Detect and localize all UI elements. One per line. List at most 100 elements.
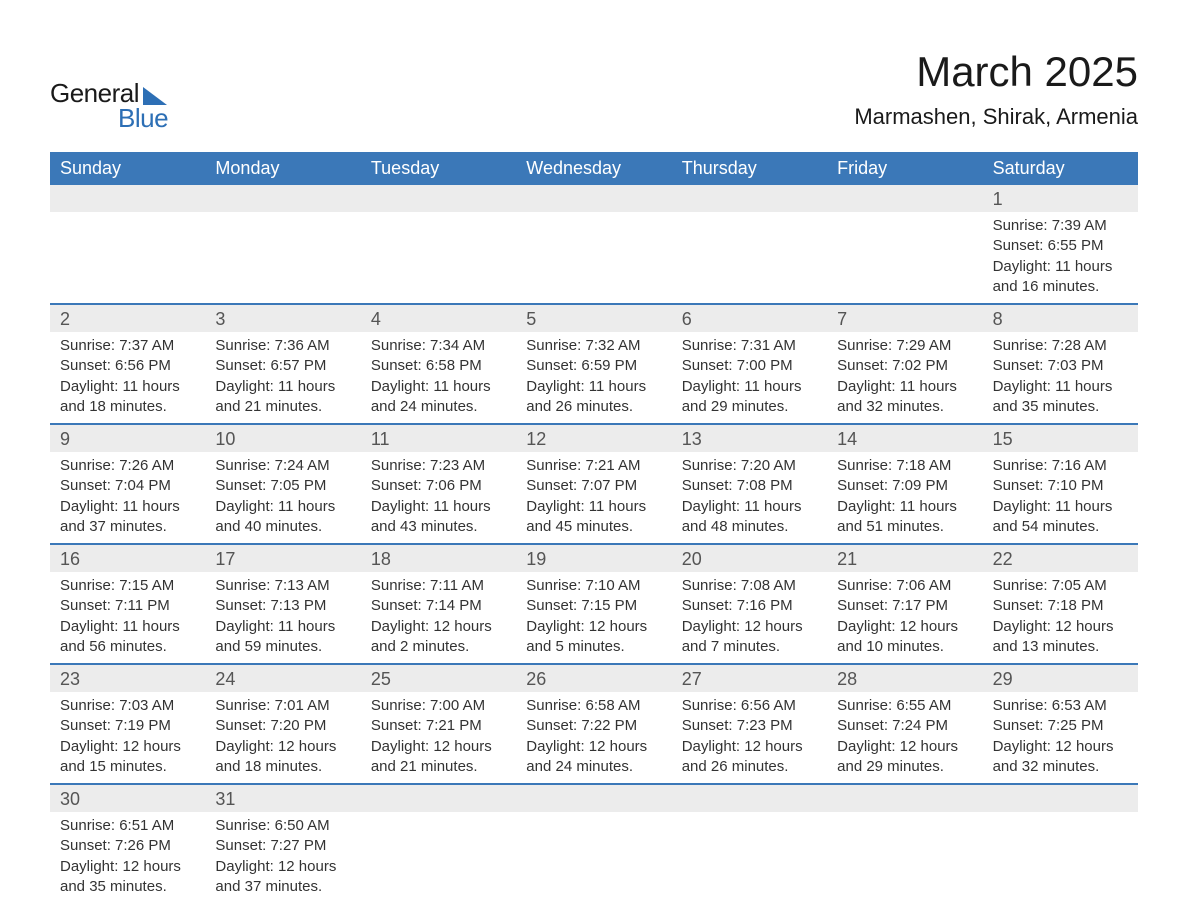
sunset-text: Sunset: 6:56 PM [60, 356, 195, 376]
day-number: 2 [50, 305, 205, 332]
daylight-text: Daylight: 11 hours and 45 minutes. [526, 497, 661, 538]
sunset-text: Sunset: 7:08 PM [682, 476, 817, 496]
sunset-text: Sunset: 7:26 PM [60, 836, 195, 856]
day-cell: Sunrise: 7:21 AMSunset: 7:07 PMDaylight:… [516, 452, 671, 543]
sunset-text: Sunset: 7:10 PM [993, 476, 1128, 496]
day-cell: Sunrise: 7:16 AMSunset: 7:10 PMDaylight:… [983, 452, 1138, 543]
daylight-text: Daylight: 11 hours and 54 minutes. [993, 497, 1128, 538]
day-number: 31 [205, 785, 360, 812]
sunrise-text: Sunrise: 7:10 AM [526, 576, 661, 596]
sunset-text: Sunset: 7:25 PM [993, 716, 1128, 736]
sunrise-text: Sunrise: 7:34 AM [371, 336, 506, 356]
day-cell: Sunrise: 7:34 AMSunset: 6:58 PMDaylight:… [361, 332, 516, 423]
week-row: 2345678Sunrise: 7:37 AMSunset: 6:56 PMDa… [50, 305, 1138, 425]
sunset-text: Sunset: 7:24 PM [837, 716, 972, 736]
daylight-text: Daylight: 11 hours and 40 minutes. [215, 497, 350, 538]
day-cell: Sunrise: 7:39 AMSunset: 6:55 PMDaylight:… [983, 212, 1138, 303]
sunset-text: Sunset: 7:20 PM [215, 716, 350, 736]
daylight-text: Daylight: 11 hours and 32 minutes. [837, 377, 972, 418]
sunset-text: Sunset: 7:13 PM [215, 596, 350, 616]
sunset-text: Sunset: 7:06 PM [371, 476, 506, 496]
sunrise-text: Sunrise: 6:50 AM [215, 816, 350, 836]
day-content-band: Sunrise: 7:39 AMSunset: 6:55 PMDaylight:… [50, 212, 1138, 303]
header: General Blue March 2025 Marmashen, Shira… [50, 48, 1138, 134]
sunset-text: Sunset: 6:55 PM [993, 236, 1128, 256]
daylight-text: Daylight: 11 hours and 16 minutes. [993, 257, 1128, 298]
sunrise-text: Sunrise: 7:16 AM [993, 456, 1128, 476]
daylight-text: Daylight: 12 hours and 29 minutes. [837, 737, 972, 778]
sunrise-text: Sunrise: 7:36 AM [215, 336, 350, 356]
day-cell: Sunrise: 7:00 AMSunset: 7:21 PMDaylight:… [361, 692, 516, 783]
logo-triangle-icon [143, 87, 167, 105]
sunset-text: Sunset: 7:02 PM [837, 356, 972, 376]
sunrise-text: Sunrise: 7:06 AM [837, 576, 972, 596]
day-cell [983, 812, 1138, 903]
day-cell: Sunrise: 6:58 AMSunset: 7:22 PMDaylight:… [516, 692, 671, 783]
daylight-text: Daylight: 11 hours and 26 minutes. [526, 377, 661, 418]
sunrise-text: Sunrise: 7:24 AM [215, 456, 350, 476]
sunset-text: Sunset: 6:57 PM [215, 356, 350, 376]
sunrise-text: Sunrise: 7:08 AM [682, 576, 817, 596]
sunset-text: Sunset: 7:09 PM [837, 476, 972, 496]
sunrise-text: Sunrise: 7:32 AM [526, 336, 661, 356]
sunset-text: Sunset: 7:16 PM [682, 596, 817, 616]
sunrise-text: Sunrise: 7:26 AM [60, 456, 195, 476]
day-cell: Sunrise: 7:31 AMSunset: 7:00 PMDaylight:… [672, 332, 827, 423]
day-cell: Sunrise: 7:32 AMSunset: 6:59 PMDaylight:… [516, 332, 671, 423]
sunrise-text: Sunrise: 7:20 AM [682, 456, 817, 476]
sunrise-text: Sunrise: 7:18 AM [837, 456, 972, 476]
sunset-text: Sunset: 7:15 PM [526, 596, 661, 616]
sunrise-text: Sunrise: 7:15 AM [60, 576, 195, 596]
sunrise-text: Sunrise: 7:13 AM [215, 576, 350, 596]
day-number: 17 [205, 545, 360, 572]
dow-tuesday: Tuesday [361, 152, 516, 185]
day-number [361, 785, 516, 812]
sunset-text: Sunset: 7:19 PM [60, 716, 195, 736]
day-number: 29 [983, 665, 1138, 692]
day-cell: Sunrise: 7:10 AMSunset: 7:15 PMDaylight:… [516, 572, 671, 663]
daylight-text: Daylight: 11 hours and 37 minutes. [60, 497, 195, 538]
day-number: 15 [983, 425, 1138, 452]
day-cell: Sunrise: 7:15 AMSunset: 7:11 PMDaylight:… [50, 572, 205, 663]
week-row: 16171819202122Sunrise: 7:15 AMSunset: 7:… [50, 545, 1138, 665]
daylight-text: Daylight: 11 hours and 18 minutes. [60, 377, 195, 418]
day-number: 24 [205, 665, 360, 692]
day-cell: Sunrise: 7:11 AMSunset: 7:14 PMDaylight:… [361, 572, 516, 663]
sunset-text: Sunset: 7:18 PM [993, 596, 1128, 616]
sunrise-text: Sunrise: 7:39 AM [993, 216, 1128, 236]
day-number [672, 185, 827, 212]
daylight-text: Daylight: 11 hours and 56 minutes. [60, 617, 195, 658]
daylight-text: Daylight: 12 hours and 13 minutes. [993, 617, 1128, 658]
sunset-text: Sunset: 7:11 PM [60, 596, 195, 616]
sunrise-text: Sunrise: 7:05 AM [993, 576, 1128, 596]
daylight-text: Daylight: 12 hours and 5 minutes. [526, 617, 661, 658]
sunrise-text: Sunrise: 6:56 AM [682, 696, 817, 716]
daylight-text: Daylight: 12 hours and 7 minutes. [682, 617, 817, 658]
day-cell [361, 212, 516, 303]
daylight-text: Daylight: 12 hours and 18 minutes. [215, 737, 350, 778]
daylight-text: Daylight: 11 hours and 59 minutes. [215, 617, 350, 658]
day-number: 3 [205, 305, 360, 332]
daylight-text: Daylight: 12 hours and 21 minutes. [371, 737, 506, 778]
sunset-text: Sunset: 7:27 PM [215, 836, 350, 856]
location-subtitle: Marmashen, Shirak, Armenia [854, 104, 1138, 130]
day-cell [516, 812, 671, 903]
dow-thursday: Thursday [672, 152, 827, 185]
day-number [361, 185, 516, 212]
week-row: 23242526272829Sunrise: 7:03 AMSunset: 7:… [50, 665, 1138, 785]
day-cell: Sunrise: 7:06 AMSunset: 7:17 PMDaylight:… [827, 572, 982, 663]
day-cell [827, 212, 982, 303]
day-cell: Sunrise: 7:23 AMSunset: 7:06 PMDaylight:… [361, 452, 516, 543]
day-number: 9 [50, 425, 205, 452]
weeks-container: 1Sunrise: 7:39 AMSunset: 6:55 PMDaylight… [50, 185, 1138, 903]
day-number-band: 16171819202122 [50, 545, 1138, 572]
logo-text-bottom: Blue [118, 103, 168, 134]
day-content-band: Sunrise: 7:37 AMSunset: 6:56 PMDaylight:… [50, 332, 1138, 423]
sunrise-text: Sunrise: 6:53 AM [993, 696, 1128, 716]
day-number-band: 3031 [50, 785, 1138, 812]
day-number [983, 785, 1138, 812]
day-number: 30 [50, 785, 205, 812]
day-content-band: Sunrise: 7:26 AMSunset: 7:04 PMDaylight:… [50, 452, 1138, 543]
day-number: 11 [361, 425, 516, 452]
day-number: 19 [516, 545, 671, 572]
